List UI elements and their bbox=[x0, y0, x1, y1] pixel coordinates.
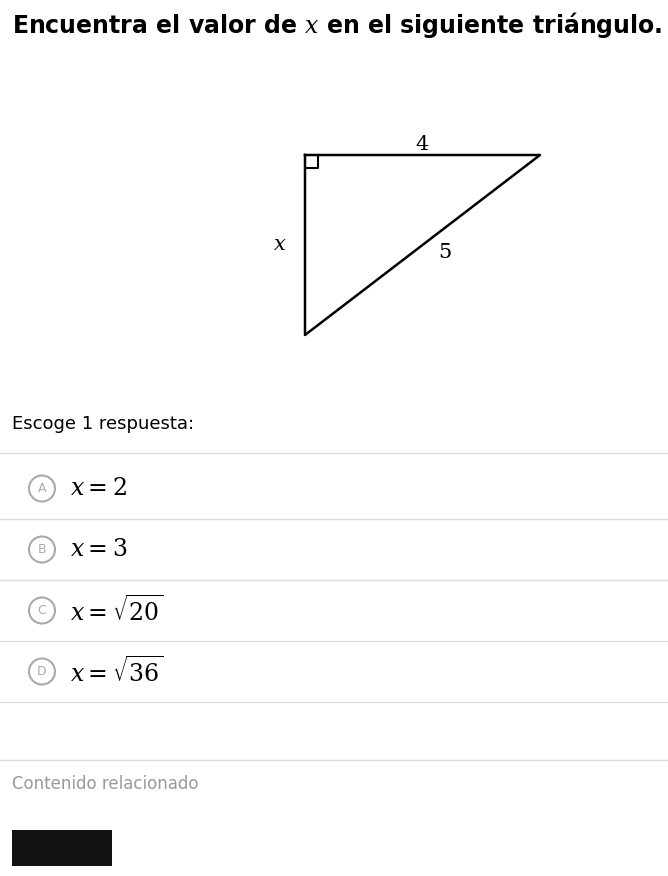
Text: 5: 5 bbox=[438, 244, 451, 263]
Text: $x$: $x$ bbox=[273, 236, 287, 255]
Text: 4: 4 bbox=[416, 135, 429, 154]
Text: Contenido relacionado: Contenido relacionado bbox=[12, 775, 198, 793]
Bar bbox=[12, 830, 112, 866]
Text: B: B bbox=[37, 543, 46, 556]
Text: Escoge 1 respuesta:: Escoge 1 respuesta: bbox=[12, 415, 194, 433]
Text: C: C bbox=[37, 604, 46, 617]
Text: $x = \sqrt{36}$: $x = \sqrt{36}$ bbox=[70, 656, 164, 687]
Text: D: D bbox=[37, 665, 47, 678]
Text: $x = \sqrt{20}$: $x = \sqrt{20}$ bbox=[70, 595, 164, 625]
Text: A: A bbox=[38, 482, 46, 495]
Text: $x = 3$: $x = 3$ bbox=[70, 538, 128, 561]
Text: Encuentra el valor de $x$ en el siguiente triángulo.: Encuentra el valor de $x$ en el siguient… bbox=[12, 10, 663, 40]
Text: $x = 2$: $x = 2$ bbox=[70, 477, 127, 500]
